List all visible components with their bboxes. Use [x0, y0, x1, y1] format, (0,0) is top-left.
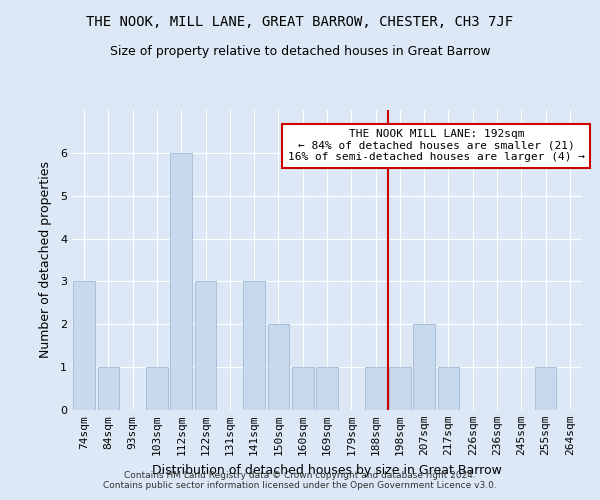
Bar: [365, 367, 386, 410]
Bar: [73, 282, 95, 410]
X-axis label: Distribution of detached houses by size in Great Barrow: Distribution of detached houses by size …: [152, 464, 502, 476]
Text: Contains HM Land Registry data © Crown copyright and database right 2024.
Contai: Contains HM Land Registry data © Crown c…: [103, 470, 497, 490]
Bar: [194, 282, 217, 410]
Text: Size of property relative to detached houses in Great Barrow: Size of property relative to detached ho…: [110, 45, 490, 58]
Bar: [535, 367, 556, 410]
Y-axis label: Number of detached properties: Number of detached properties: [38, 162, 52, 358]
Text: THE NOOK, MILL LANE, GREAT BARROW, CHESTER, CH3 7JF: THE NOOK, MILL LANE, GREAT BARROW, CHEST…: [86, 15, 514, 29]
Bar: [413, 324, 435, 410]
Bar: [437, 367, 460, 410]
Bar: [389, 367, 411, 410]
Bar: [243, 282, 265, 410]
Bar: [268, 324, 289, 410]
Bar: [97, 367, 119, 410]
Bar: [146, 367, 168, 410]
Bar: [292, 367, 314, 410]
Text: THE NOOK MILL LANE: 192sqm
← 84% of detached houses are smaller (21)
16% of semi: THE NOOK MILL LANE: 192sqm ← 84% of deta…: [288, 130, 585, 162]
Bar: [170, 153, 192, 410]
Bar: [316, 367, 338, 410]
